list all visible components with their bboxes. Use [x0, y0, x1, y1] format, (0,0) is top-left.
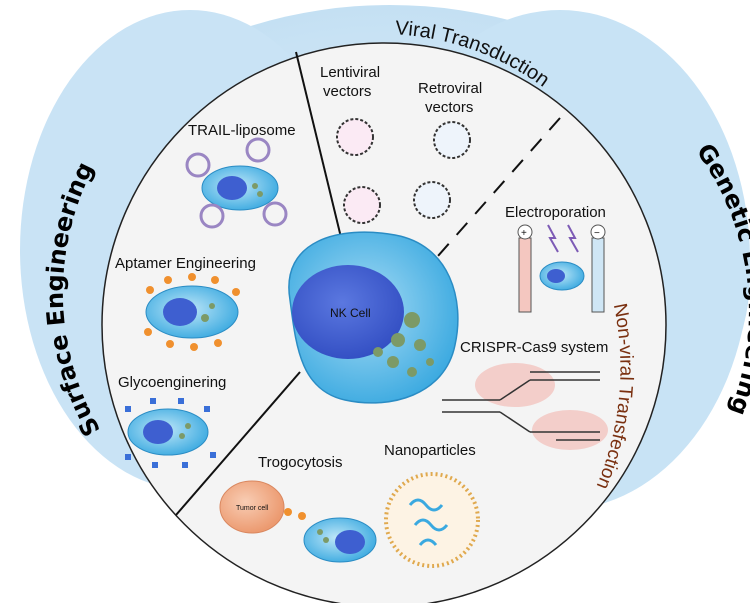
- retroviral-particles: [413, 121, 471, 219]
- trogocytosis-illustration: Tumor cell: [219, 480, 377, 563]
- nk-granules: [373, 312, 434, 377]
- electroporation-illustration: + −: [517, 224, 606, 313]
- crispr-label: CRISPR-Cas9 system: [460, 339, 608, 356]
- lentiviral-label-line1: Lentiviral: [320, 64, 380, 81]
- nanoparticles-label: Nanoparticles: [384, 442, 476, 459]
- glyco-cell: [125, 398, 216, 468]
- trail-liposome-label: TRAIL-liposome: [188, 122, 296, 139]
- nk-cell-label: NK Cell: [330, 306, 371, 320]
- aptamer-engineering-label: Aptamer Engineering: [115, 255, 256, 272]
- trogocytosis-label: Trogocytosis: [258, 454, 342, 471]
- retroviral-label-line2: vectors: [425, 99, 473, 116]
- nanoparticle-illustration: [384, 472, 480, 568]
- nk-cell: NK Cell: [288, 231, 459, 404]
- divider-top: [295, 51, 347, 259]
- divider-genetic: [429, 117, 561, 266]
- retroviral-label-line1: Retroviral: [418, 80, 482, 97]
- nk-nucleus: [292, 265, 404, 359]
- minus-symbol: −: [594, 228, 600, 239]
- lightning-icon: [547, 224, 559, 253]
- lentiviral-particles: [336, 118, 381, 224]
- crispr-illustration: [442, 363, 608, 450]
- divider-bottom: [175, 371, 301, 516]
- aptamer-cell: [144, 273, 240, 351]
- plus-symbol: +: [521, 228, 527, 239]
- lentiviral-label-line2: vectors: [323, 83, 371, 100]
- trail-liposome-cell: [185, 137, 288, 229]
- glycoengineering-label: Glycoenginering: [118, 374, 226, 391]
- tumor-cell-label: Tumor cell: [236, 505, 269, 512]
- electroporation-label: Electroporation: [505, 204, 606, 221]
- lightning-icon-2: [567, 224, 579, 253]
